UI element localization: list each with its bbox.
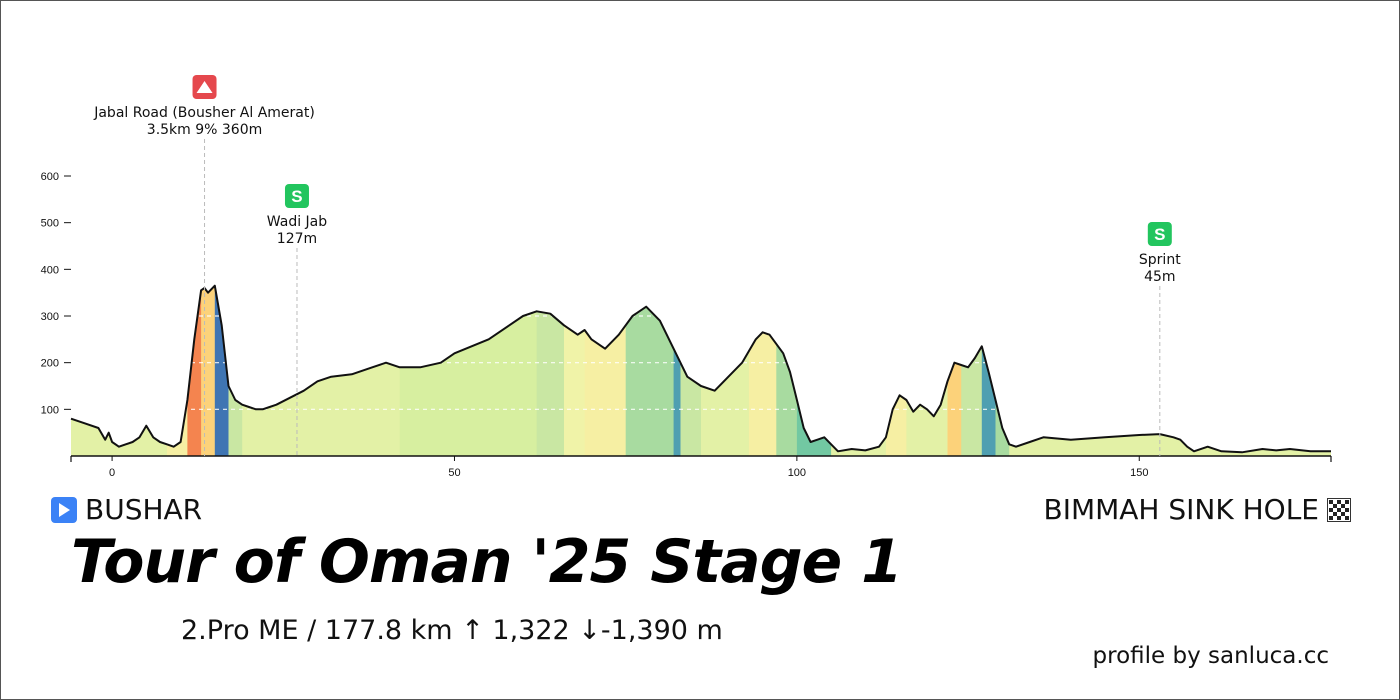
gradient-band — [228, 285, 243, 456]
gradient-band — [981, 285, 997, 456]
marker-detail: 45m — [1144, 269, 1175, 285]
gradient-band — [536, 285, 565, 456]
marker-name: Wadi Jab — [267, 214, 327, 230]
y-tick-label: 400 — [41, 264, 59, 276]
gradient-bands — [71, 285, 1331, 456]
gradient-band — [748, 285, 777, 456]
marker-name: Jabal Road (Bousher Al Amerat) — [93, 105, 315, 121]
gradient-band — [584, 285, 627, 456]
x-tick-label: 0 — [109, 467, 115, 479]
y-axis: 100 200 300 400 500 600 — [41, 171, 71, 416]
x-tick-label: 50 — [448, 467, 460, 479]
start-location-label: BUSHAR — [85, 493, 203, 526]
sprint-icon — [1147, 222, 1172, 246]
gradient-band — [776, 285, 798, 456]
gradient-band — [680, 285, 702, 456]
marker-detail: 3.5km 9% 360m — [147, 122, 262, 138]
gradient-band — [885, 285, 907, 456]
stage-meta: 2.Pro ME / 177.8 km ↑ 1,322 ↓-1,390 m — [181, 615, 723, 646]
grid-lines — [71, 175, 1331, 410]
y-tick-label: 100 — [41, 404, 59, 416]
gradient-band — [701, 285, 750, 456]
gradient-band — [673, 285, 681, 456]
gradient-band — [564, 285, 586, 456]
checkered-flag-icon — [1327, 497, 1351, 522]
y-tick-label: 300 — [41, 311, 59, 323]
y-tick-label: 600 — [41, 171, 59, 183]
gradient-band — [961, 285, 983, 456]
start-location: BUSHAR — [51, 493, 202, 526]
gradient-band — [242, 285, 401, 456]
sprint-glyph: S — [291, 187, 302, 206]
gradient-band — [201, 285, 216, 456]
gradient-band — [625, 285, 675, 456]
finish-location-label: BIMMAH SINK HOLE — [1043, 493, 1319, 526]
gradient-band — [947, 285, 962, 456]
x-axis: 0 50 100 150 — [70, 456, 1332, 479]
stage-title: Tour of Oman '25 Stage 1 — [71, 527, 903, 597]
marker-name: Sprint — [1139, 252, 1181, 268]
gradient-band — [214, 285, 230, 456]
finish-location: BIMMAH SINK HOLE — [1043, 493, 1351, 526]
sprint-glyph: S — [1154, 225, 1165, 244]
x-tick-label: 150 — [1130, 467, 1148, 479]
y-tick-label: 200 — [41, 358, 59, 370]
gradient-band — [831, 285, 887, 456]
gradient-band — [1009, 285, 1331, 456]
marker-climb: Jabal Road (Bousher Al Amerat)3.5km 9% 3… — [93, 75, 315, 456]
mountain-glyph — [196, 81, 213, 93]
play-icon — [51, 496, 77, 523]
gradient-band — [71, 285, 168, 456]
marker-detail: 127m — [277, 231, 317, 247]
y-tick-label: 500 — [41, 218, 59, 230]
gradient-band — [796, 285, 832, 456]
route-markers: Jabal Road (Bousher Al Amerat)3.5km 9% 3… — [93, 75, 1181, 456]
credit-text: profile by sanluca.cc — [1092, 643, 1329, 669]
gradient-band — [399, 285, 538, 456]
sprint-icon — [284, 184, 309, 208]
x-tick-label: 100 — [788, 467, 806, 479]
